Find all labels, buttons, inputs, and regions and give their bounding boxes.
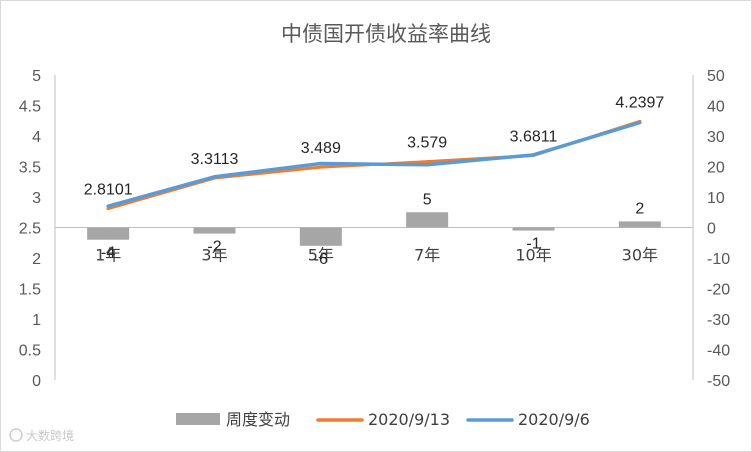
legend-label: 2020/9/6 xyxy=(518,410,590,429)
legend-swatch-bar xyxy=(176,413,220,425)
series-point-2020/9/6 xyxy=(213,175,216,179)
right-axis-tick-label: 40 xyxy=(707,99,725,116)
right-axis-tick-label: -20 xyxy=(707,282,730,299)
chart-title: 中债国开债收益率曲线 xyxy=(281,22,491,46)
watermark: 大数跨境 xyxy=(9,428,74,443)
series-line-2020/9/6 xyxy=(106,120,642,208)
right-axis-tick-label: -30 xyxy=(707,312,730,329)
category-label: 7年 xyxy=(414,246,440,265)
left-axis-tick-label: 3.5 xyxy=(19,160,41,177)
series-point-2020/9/6 xyxy=(532,153,535,157)
line-data-label: 4.2397 xyxy=(615,94,664,111)
series-point-2020/9/6 xyxy=(319,162,323,166)
right-axis-tick-label: -40 xyxy=(707,343,730,360)
left-axis-tick-label: 0.5 xyxy=(19,343,41,360)
watermark-text: 大数跨境 xyxy=(26,428,74,443)
legend-label: 2020/9/13 xyxy=(368,410,450,429)
right-axis-tick-label: -50 xyxy=(707,373,730,390)
series-point-2020/9/13 xyxy=(319,165,323,169)
bar-data-label: 2 xyxy=(635,200,644,217)
left-axis-tick-label: 3 xyxy=(32,190,41,207)
series-point-2020/9/6 xyxy=(425,163,429,167)
watermark-logo-icon xyxy=(9,428,23,442)
labels-layer: -4 -2 -6 5 -1 2 2.8101 3.3113 3.489 3.579 3.6811 4.… xyxy=(84,94,665,267)
category-label: 3年 xyxy=(201,246,227,265)
left-axis-tick-label: 1.5 xyxy=(19,282,41,299)
line-data-label: 3.3113 xyxy=(191,151,239,168)
bar-30年 xyxy=(618,221,661,228)
bar-1年 xyxy=(87,227,130,240)
category-label: 30年 xyxy=(622,246,658,265)
series-point-2020/9/13 xyxy=(106,207,110,211)
left-axis-tick-label: 2 xyxy=(32,251,41,268)
right-axis-tick-label: 30 xyxy=(707,129,725,146)
bar-7年 xyxy=(406,212,449,228)
left-axis-tick-label: 5 xyxy=(32,68,41,85)
left-axis-tick-label: 4 xyxy=(32,129,41,146)
category-label: 1年 xyxy=(95,246,121,265)
legend-label: 周度变动 xyxy=(226,410,290,429)
bar-data-label: -6 xyxy=(314,251,328,268)
bar-10年 xyxy=(512,227,555,231)
lines-layer xyxy=(106,119,642,211)
series-point-2020/9/13 xyxy=(425,160,429,164)
line-data-label: 3.6811 xyxy=(510,128,558,145)
bar-data-label: -4 xyxy=(101,245,115,262)
series-point-2020/9/6 xyxy=(106,204,110,208)
left-axis-tick-label: 0 xyxy=(32,373,41,390)
category-label: 5年 xyxy=(308,246,334,265)
axes-layer: 0 0.5 1 1.5 2 2.5 3 3.5 4 4.5 5 -50 -40 -30 -20 -10 0 10 2… xyxy=(19,68,730,390)
bars-layer xyxy=(87,212,661,246)
left-axis-tick-label: 1 xyxy=(32,312,41,329)
right-axis-tick-label: 10 xyxy=(707,190,725,207)
legend: 周度变动 2020/9/13 2020/9/6 xyxy=(176,410,590,429)
bar-data-label: -1 xyxy=(526,236,540,253)
left-axis-tick-label: 2.5 xyxy=(19,221,41,238)
right-axis-tick-label: -10 xyxy=(707,251,730,268)
left-axis-tick-label: 4.5 xyxy=(19,99,41,116)
category-label: 10年 xyxy=(515,246,551,265)
bar-5年 xyxy=(299,227,342,246)
right-axis-tick-label: 20 xyxy=(707,160,725,177)
line-data-label: 2.8101 xyxy=(84,182,133,199)
bar-data-label: -2 xyxy=(207,239,221,256)
series-point-2020/9/6 xyxy=(638,121,642,125)
bar-data-label: 5 xyxy=(423,191,432,208)
right-axis-tick-label: 50 xyxy=(707,68,725,85)
line-data-label: 3.579 xyxy=(407,135,447,152)
bar-3年 xyxy=(193,227,236,234)
line-data-label: 3.489 xyxy=(301,140,341,157)
right-axis-tick-label: 0 xyxy=(707,221,716,238)
